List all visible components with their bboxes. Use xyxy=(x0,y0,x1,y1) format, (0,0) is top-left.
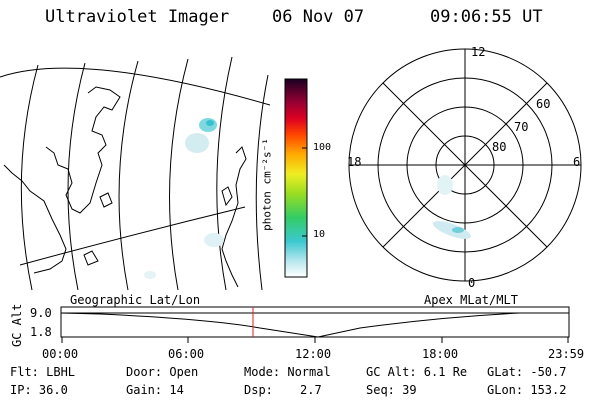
map-grid-latline xyxy=(0,67,270,106)
map-grid-arc xyxy=(67,62,86,291)
ip-readout: IP: 36.0 xyxy=(10,383,68,397)
mlt-label-right: 6 xyxy=(573,155,581,169)
dsp-value: 2.7 xyxy=(300,383,322,397)
polar-grid xyxy=(348,48,582,282)
mlt-label-top: 12 xyxy=(471,45,486,59)
geographic-map xyxy=(0,56,270,291)
colorbar-unit-label: photon cm⁻²s⁻¹ xyxy=(260,138,274,231)
mlt-label-bottom: 0 xyxy=(468,276,476,290)
gain-readout: Gain: 14 xyxy=(126,383,184,397)
map-grid-latline xyxy=(19,206,246,266)
gc-alt-readout: GC Alt: 6.1 Re xyxy=(366,365,468,379)
gc-alt-axis-label: GC Alt xyxy=(10,303,24,347)
glon-readout: GLon: 153.2 xyxy=(487,383,567,397)
map-grid-arc xyxy=(216,56,233,291)
colorbar-tick-10: 10 xyxy=(313,229,326,240)
map-grid-arc xyxy=(169,58,189,291)
colorbar xyxy=(284,78,308,278)
coastline xyxy=(83,250,99,266)
timeline-tick-1: 06:00 xyxy=(168,347,205,361)
dsp-label: Dsp: xyxy=(244,383,273,397)
seq-readout: Seq: 39 xyxy=(366,383,417,397)
altitude-timeline xyxy=(60,306,570,343)
gc-alt-axis-top: 9.0 xyxy=(30,306,52,320)
map-grid-arc xyxy=(118,60,139,291)
mlt-label-left: 18 xyxy=(347,155,362,169)
emission-patches xyxy=(144,118,224,279)
coastline xyxy=(3,164,67,274)
gc-alt-axis-bottom: 1.8 xyxy=(30,325,52,339)
geographic-latlon-label: Geographic Lat/Lon xyxy=(70,293,201,307)
coastline xyxy=(99,192,113,208)
map-grid-arc xyxy=(20,64,39,291)
apex-mlat-mlt-label: Apex MLat/MLT xyxy=(424,293,518,307)
polar-emission-patches xyxy=(433,175,471,239)
coastline xyxy=(45,86,121,214)
instrument-title: Ultraviolet Imager xyxy=(45,7,230,27)
coastline xyxy=(221,146,247,288)
timeline-tick-3: 18:00 xyxy=(422,347,459,361)
mlat-label-60: 60 xyxy=(536,97,551,111)
glat-readout: GLat: -50.7 xyxy=(487,365,567,379)
mlat-label-80: 80 xyxy=(492,140,507,154)
timeline-tick-0: 00:00 xyxy=(42,347,79,361)
coastline xyxy=(221,186,233,207)
timeline-tick-2: 12:00 xyxy=(295,347,332,361)
colorbar-tick-100: 100 xyxy=(313,142,332,153)
door-readout: Door: Open xyxy=(126,365,199,379)
filter-readout: Flt: LBHL xyxy=(10,365,76,379)
observation-date: 06 Nov 07 xyxy=(272,7,365,27)
timeline-tick-4: 23:59 xyxy=(548,347,585,361)
mlat-label-70: 70 xyxy=(514,120,529,134)
mode-readout: Mode: Normal xyxy=(244,365,331,379)
altitude-curve xyxy=(60,312,569,338)
map-grid-arc xyxy=(255,74,269,291)
observation-time: 09:06:55 UT xyxy=(430,7,543,27)
